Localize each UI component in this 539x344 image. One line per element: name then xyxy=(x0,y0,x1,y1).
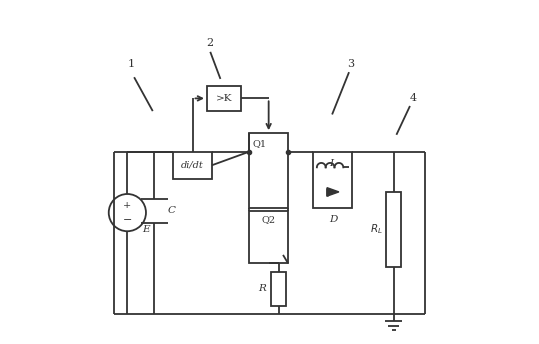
Text: E: E xyxy=(143,225,150,234)
Text: C: C xyxy=(168,206,176,215)
Text: >K: >K xyxy=(216,94,232,103)
Text: L: L xyxy=(329,159,336,168)
Text: 4: 4 xyxy=(410,93,417,103)
Text: Q1: Q1 xyxy=(253,139,267,148)
Text: R: R xyxy=(258,284,266,293)
Text: D: D xyxy=(329,215,337,224)
Bar xyxy=(173,152,212,179)
Text: 2: 2 xyxy=(207,39,214,49)
Text: 3: 3 xyxy=(347,59,354,69)
Bar xyxy=(207,86,241,111)
Text: 1: 1 xyxy=(127,59,134,69)
Bar xyxy=(271,272,286,306)
Bar xyxy=(249,133,288,207)
Text: $R_L$: $R_L$ xyxy=(370,223,383,236)
Text: −: − xyxy=(123,215,132,225)
Bar xyxy=(314,152,353,207)
Text: +: + xyxy=(123,201,132,209)
Text: Q2: Q2 xyxy=(261,215,276,224)
Bar xyxy=(386,192,402,267)
Bar xyxy=(249,211,288,264)
Text: di/dt: di/dt xyxy=(181,161,204,170)
Polygon shape xyxy=(327,188,339,196)
